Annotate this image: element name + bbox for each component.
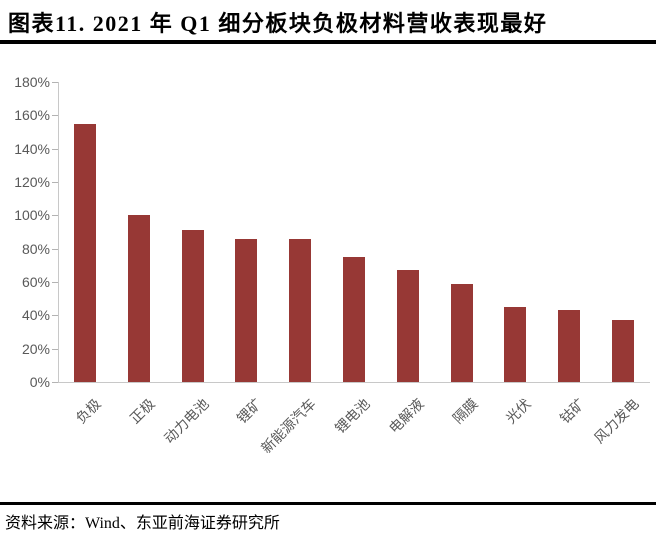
y-axis-tick-mark [52, 315, 58, 317]
y-axis-tick-label: 100% [14, 207, 50, 224]
y-axis-tick-mark [52, 115, 58, 117]
x-axis-label: 锂矿 [235, 396, 266, 428]
y-axis-tick-mark [52, 182, 58, 183]
y-axis-tick-mark [52, 348, 58, 350]
bar [235, 238, 258, 382]
bar [396, 270, 419, 382]
y-axis-tick-mark [52, 282, 58, 283]
x-axis-label: 隔膜 [450, 396, 482, 428]
x-axis-label: 新能源汽车 [259, 396, 320, 457]
source-divider [0, 502, 656, 505]
y-axis-tick-label: 20% [21, 340, 50, 357]
x-axis-label: 钴矿 [558, 396, 589, 428]
bar [612, 320, 635, 382]
bar-chart: 0% 20% 40% 60% 80% 100% 120% 140% 160% 180% 负极 正极 动力… [0, 44, 656, 500]
y-axis-tick-mark [52, 148, 58, 150]
x-axis-label: 锂电池 [333, 396, 374, 438]
y-axis-tick-label: 180% [14, 74, 50, 90]
x-axis-label: 负极 [73, 396, 105, 428]
bar [558, 310, 581, 382]
bar [504, 307, 527, 382]
y-axis-tick-mark [52, 215, 58, 217]
figure-title: 图表11. 2021 年 Q1 细分板块负极材料营收表现最好 [8, 11, 548, 36]
bar [343, 257, 365, 382]
bar [181, 230, 204, 382]
title-divider [0, 40, 656, 44]
x-axis-label: 光伏 [504, 396, 535, 428]
y-axis-tick-label: 40% [21, 307, 50, 324]
y-axis-tick-label: 0% [29, 374, 50, 390]
y-axis-tick-label: 80% [21, 240, 50, 257]
y-axis-tick-label: 120% [14, 174, 50, 190]
y-axis-tick-label: 160% [14, 107, 50, 124]
y-axis-tick-mark [52, 248, 58, 250]
y-axis-tick-mark [52, 382, 58, 383]
y-axis-tick-label: 140% [14, 140, 50, 157]
bar [289, 238, 312, 382]
bar [450, 283, 473, 382]
x-axis-line [58, 382, 650, 383]
source-note: 资料来源：Wind、东亚前海证券研究所 [5, 515, 280, 532]
x-axis-label: 动力电池 [161, 396, 212, 448]
x-axis-label: 风力发电 [592, 396, 643, 448]
bar [127, 215, 150, 382]
x-axis-label: 正极 [127, 396, 159, 428]
y-axis-tick-mark [52, 82, 58, 83]
y-axis-tick-label: 60% [21, 274, 50, 290]
bar [73, 123, 96, 382]
y-axis-line [58, 82, 59, 382]
x-axis-label: 电解液 [386, 396, 428, 438]
